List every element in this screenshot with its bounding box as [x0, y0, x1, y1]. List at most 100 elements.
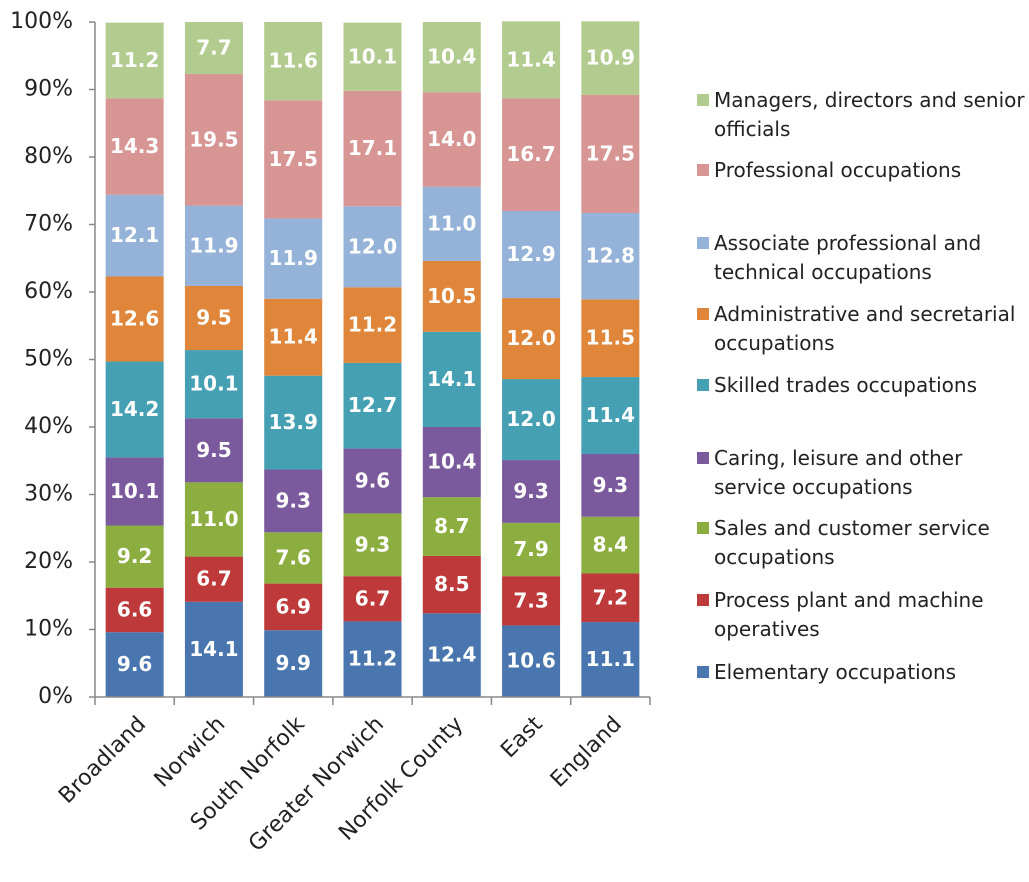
y-tick-label: 50%	[24, 347, 73, 372]
value-label: 7.7	[196, 35, 231, 59]
bar-segment	[581, 377, 640, 454]
legend-item: Caring, leisure and other service occupa…	[697, 444, 1027, 502]
value-label: 9.9	[275, 651, 310, 675]
bar-segment	[343, 206, 402, 288]
value-label: 19.5	[189, 127, 238, 151]
legend-swatch	[697, 94, 709, 106]
value-label: 9.3	[593, 473, 628, 497]
bar-segment	[105, 98, 164, 195]
value-label: 9.3	[275, 488, 310, 512]
value-label: 11.2	[348, 313, 397, 337]
bar-segment	[581, 454, 640, 517]
value-label: 10.5	[427, 284, 476, 308]
bar-segment	[264, 218, 323, 299]
bar-segment	[105, 525, 164, 588]
value-label: 12.6	[110, 307, 159, 331]
legend-label: Process plant and machine operatives	[714, 588, 984, 641]
bar-segment	[264, 298, 323, 376]
bar-segment	[105, 457, 164, 526]
value-label: 10.1	[348, 44, 397, 68]
bar-segment	[343, 22, 402, 91]
legend-label: Professional occupations	[714, 158, 962, 182]
value-label: 12.1	[110, 223, 159, 247]
bar-segment	[422, 613, 481, 697]
bar-segment	[105, 361, 164, 458]
bar-segment	[502, 21, 561, 99]
legend-label: Skilled trades occupations	[714, 373, 977, 397]
value-label: 17.1	[348, 136, 397, 160]
value-label: 6.7	[196, 567, 231, 591]
bar-segment	[184, 418, 243, 483]
bar-segment	[105, 276, 164, 362]
bar-segment	[184, 556, 243, 602]
bar-segment	[343, 90, 402, 207]
value-label: 10.4	[427, 450, 476, 474]
value-label: 9.5	[196, 438, 231, 462]
bar-segment	[105, 22, 164, 99]
value-label: 12.7	[348, 393, 397, 417]
value-label: 7.3	[513, 588, 548, 612]
legend-item: Professional occupations	[697, 156, 1027, 185]
legend-swatch	[697, 522, 709, 534]
value-label: 12.8	[586, 244, 635, 268]
bar-segment	[264, 22, 323, 101]
bar-segment	[502, 625, 561, 697]
value-label: 11.9	[269, 246, 318, 270]
value-label: 10.4	[427, 45, 476, 69]
value-label: 7.6	[275, 545, 310, 569]
bar-segment	[184, 205, 243, 286]
value-label: 6.7	[355, 586, 390, 610]
bar-segment	[184, 601, 243, 697]
legend-item: Process plant and machine operatives	[697, 586, 1027, 644]
bar-segment	[343, 513, 402, 577]
value-label: 7.9	[513, 537, 548, 561]
value-label: 11.5	[586, 326, 635, 350]
legend-swatch	[697, 594, 709, 606]
bar-segment	[502, 298, 561, 380]
y-tick-label: 0%	[38, 684, 73, 709]
bar-segment	[264, 532, 323, 584]
bar-segment	[343, 576, 402, 622]
value-label: 8.7	[434, 514, 469, 538]
value-label: 11.6	[269, 49, 318, 73]
y-tick-label: 100%	[10, 9, 73, 34]
bar-segment	[581, 94, 640, 214]
bar-segment	[581, 21, 640, 95]
bar-segment	[581, 213, 640, 300]
value-label: 11.4	[269, 325, 318, 349]
bar-segment	[343, 362, 402, 449]
legend-item: Elementary occupations	[697, 658, 1027, 687]
bar-segment	[422, 555, 481, 614]
bar-segment	[184, 350, 243, 419]
value-label: 10.1	[189, 372, 238, 396]
bar-segment	[581, 622, 640, 697]
bar-segment	[264, 630, 323, 697]
value-label: 14.0	[427, 127, 476, 151]
value-label: 12.4	[427, 643, 476, 667]
value-label: 11.2	[110, 48, 159, 72]
y-tick-label: 60%	[24, 279, 73, 304]
legend-label: Managers, directors and senior officials	[714, 88, 1025, 141]
y-tick-label: 10%	[24, 617, 73, 642]
bar-segment	[502, 379, 561, 461]
bar-segment	[581, 516, 640, 574]
legend-label: Elementary occupations	[714, 660, 957, 684]
value-label: 8.4	[593, 533, 628, 557]
value-label: 9.6	[355, 469, 390, 493]
x-tick-label: East	[496, 712, 548, 764]
value-label: 6.6	[117, 597, 152, 621]
y-tick-label: 30%	[24, 482, 73, 507]
legend-item: Skilled trades occupations	[697, 371, 1027, 400]
bar-segment	[422, 331, 481, 427]
legend-item: Associate professional and technical occ…	[697, 229, 1027, 287]
value-label: 6.9	[275, 594, 310, 618]
value-label: 7.2	[593, 585, 628, 609]
value-label: 11.0	[189, 507, 238, 531]
value-label: 10.6	[506, 649, 555, 673]
bar-segment	[422, 186, 481, 261]
bar-segment	[502, 522, 561, 577]
legend-label: Caring, leisure and other service occupa…	[714, 446, 963, 499]
value-label: 12.0	[348, 234, 397, 258]
bar-segment	[184, 73, 243, 206]
